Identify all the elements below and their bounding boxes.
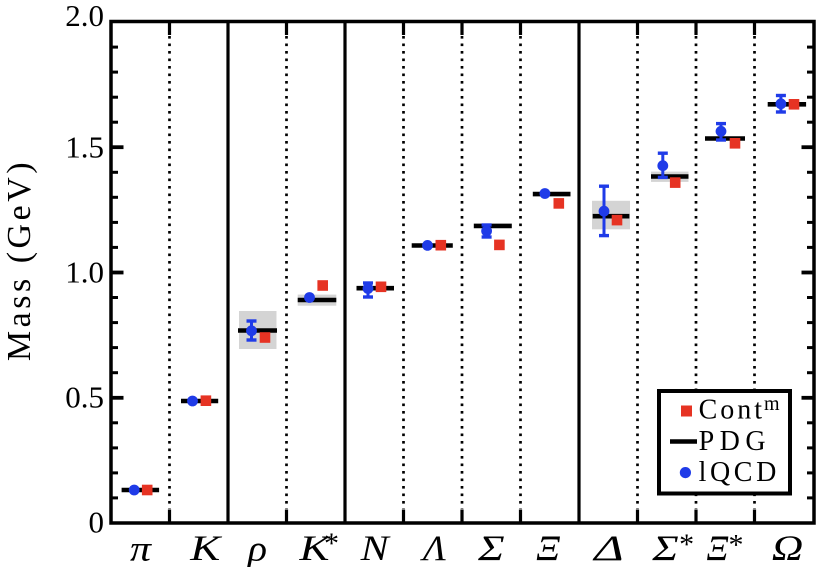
svg-text:ρ: ρ [247, 529, 267, 568]
svg-text:K: K [298, 528, 332, 567]
svg-text:N: N [359, 528, 390, 567]
svg-text:Λ: Λ [420, 528, 446, 567]
svg-text:Cont: Cont [699, 395, 765, 426]
svg-text:1.5: 1.5 [65, 130, 104, 165]
svg-text:Σ: Σ [477, 528, 505, 567]
svg-text:*: * [324, 527, 339, 560]
svg-text:2.0: 2.0 [65, 0, 104, 33]
svg-text:0: 0 [89, 505, 105, 540]
svg-text:Ξ: Ξ [707, 528, 729, 567]
svg-text:lQCD: lQCD [699, 457, 780, 488]
svg-text:Δ: Δ [591, 528, 623, 567]
svg-text:π: π [130, 529, 152, 568]
svg-text:*: * [679, 528, 694, 561]
svg-text:Mass (GeV): Mass (GeV) [1, 159, 38, 361]
svg-text:Σ: Σ [651, 528, 679, 567]
svg-text:m: m [764, 393, 780, 415]
svg-text:K: K [189, 528, 223, 567]
svg-text:Ξ: Ξ [536, 528, 560, 567]
svg-text:Ω: Ω [772, 528, 804, 567]
svg-text:1.0: 1.0 [65, 255, 104, 290]
svg-text:*: * [729, 529, 744, 562]
svg-text:PDG: PDG [699, 426, 772, 457]
svg-text:0.5: 0.5 [65, 380, 104, 415]
